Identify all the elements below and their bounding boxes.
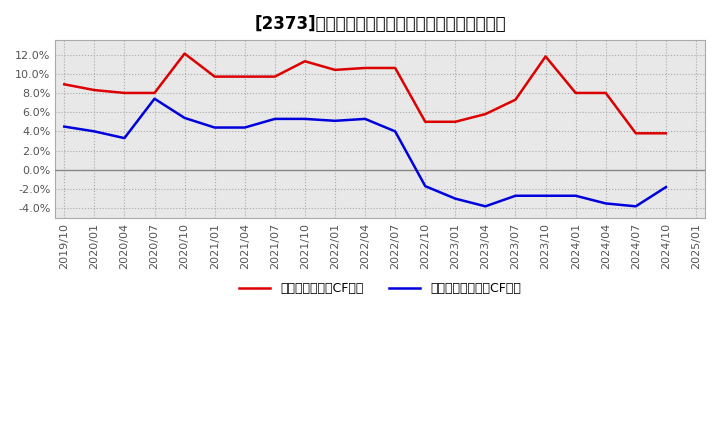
有利子負債営業CF比率 — [662, 131, 670, 136]
有利子負債営業CF比率 — [572, 90, 580, 95]
有利子負債営業CF比率 — [90, 88, 99, 93]
有利子負債フリーCF比率 — [271, 116, 279, 121]
有利子負債営業CF比率 — [541, 54, 550, 59]
有利子負債フリーCF比率 — [391, 129, 400, 134]
有利子負債営業CF比率 — [601, 90, 610, 95]
有利子負債フリーCF比率 — [150, 96, 159, 101]
有利子負債営業CF比率 — [60, 82, 68, 87]
Line: 有利子負債営業CF比率: 有利子負債営業CF比率 — [64, 54, 666, 133]
Legend: 有利子負債営業CF比率, 有利子負債フリーCF比率: 有利子負債営業CF比率, 有利子負債フリーCF比率 — [234, 278, 526, 301]
有利子負債フリーCF比率 — [120, 136, 129, 141]
有利子負債営業CF比率 — [120, 90, 129, 95]
有利子負債フリーCF比率 — [541, 193, 550, 198]
有利子負債フリーCF比率 — [300, 116, 309, 121]
有利子負債営業CF比率 — [180, 51, 189, 56]
有利子負債営業CF比率 — [631, 131, 640, 136]
有利子負債フリーCF比率 — [330, 118, 339, 124]
有利子負債フリーCF比率 — [90, 129, 99, 134]
有利子負債フリーCF比率 — [60, 124, 68, 129]
有利子負債営業CF比率 — [511, 97, 520, 103]
有利子負債フリーCF比率 — [631, 204, 640, 209]
有利子負債フリーCF比率 — [421, 183, 430, 189]
有利子負債営業CF比率 — [330, 67, 339, 73]
有利子負債営業CF比率 — [271, 74, 279, 79]
有利子負債営業CF比率 — [210, 74, 219, 79]
有利子負債フリーCF比率 — [210, 125, 219, 130]
Title: [2373]　有利子負債キャッシュフロー比率の推移: [2373] 有利子負債キャッシュフロー比率の推移 — [254, 15, 506, 33]
有利子負債フリーCF比率 — [601, 201, 610, 206]
有利子負債フリーCF比率 — [481, 204, 490, 209]
有利子負債フリーCF比率 — [662, 184, 670, 190]
有利子負債営業CF比率 — [300, 59, 309, 64]
有利子負債フリーCF比率 — [572, 193, 580, 198]
有利子負債フリーCF比率 — [240, 125, 249, 130]
有利子負債営業CF比率 — [240, 74, 249, 79]
有利子負債フリーCF比率 — [451, 196, 459, 201]
有利子負債営業CF比率 — [481, 111, 490, 117]
有利子負債フリーCF比率 — [511, 193, 520, 198]
有利子負債フリーCF比率 — [180, 115, 189, 121]
有利子負債営業CF比率 — [361, 65, 369, 70]
有利子負債営業CF比率 — [451, 119, 459, 125]
有利子負債営業CF比率 — [421, 119, 430, 125]
Line: 有利子負債フリーCF比率: 有利子負債フリーCF比率 — [64, 99, 666, 206]
有利子負債フリーCF比率 — [361, 116, 369, 121]
有利子負債営業CF比率 — [391, 65, 400, 70]
有利子負債営業CF比率 — [150, 90, 159, 95]
